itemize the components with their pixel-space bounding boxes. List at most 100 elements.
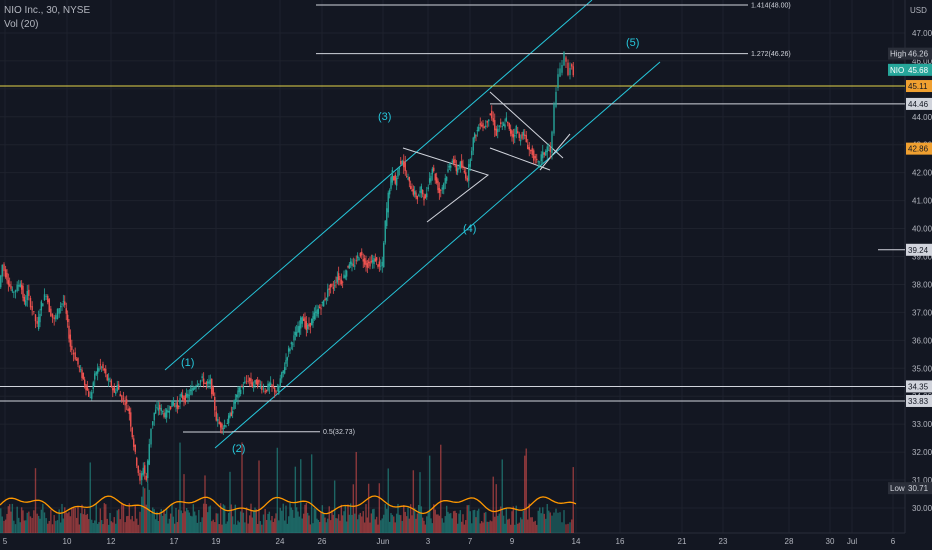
volume-bar [223,505,226,533]
candle-body [261,386,263,391]
candle-body [251,382,254,387]
volume-bar [295,507,298,533]
candle-body [393,176,395,181]
volume-bar [128,503,131,533]
volume-bar [312,523,314,533]
volume-bar [107,524,110,533]
level-tag-39-24: 39.24 [908,246,929,255]
volume-bar [352,484,355,533]
candle-body [234,399,237,404]
volume-bar [438,515,441,533]
volume-bar [137,524,139,533]
candle-body [316,309,318,317]
volume-bar [103,503,106,533]
candle-body [19,283,21,287]
candle-body [507,121,509,124]
price-tick-label: 35.00 [912,364,932,373]
volume-bar [141,496,143,533]
candle-body [505,117,508,122]
volume-bar [167,523,169,533]
volume-bar [430,518,432,533]
volume-bar [335,518,337,533]
candle-body [405,175,408,177]
candle-body [204,383,206,384]
candle-body [62,301,65,303]
volume-bar [427,511,429,533]
volume-bar [428,455,431,533]
candle-body [409,186,412,189]
candle-body [169,406,172,409]
price-tick-label: 30.00 [912,504,932,513]
candle-body [486,120,488,123]
candle-body [199,380,202,383]
volume-bar [514,524,516,533]
volume-bar [276,447,279,533]
volume-bar [267,513,269,533]
candle-body [408,176,411,182]
candle-body [88,391,90,397]
candle-body [542,151,544,159]
candle-body [56,308,59,320]
candle-body [68,325,70,339]
candle-body [205,382,208,384]
candle-body [341,281,344,283]
volume-bar [113,517,115,533]
volume-bar [378,483,381,533]
candle-body [495,128,497,136]
volume-bar [78,524,81,533]
candle-body [502,123,505,127]
volume-bar [215,513,217,533]
volume-bar [65,512,67,533]
volume-bar [10,511,12,533]
candle-body [508,122,510,129]
volume-bar [447,511,449,533]
candle-body [345,270,348,277]
candle-body [273,387,276,392]
time-axis[interactable]: 5 10 12 17 19 24 26 Jun 3 7 9 14 16 21 23 28 30 Jul 6 [3,537,896,546]
volume-bar [29,516,32,533]
candle-body [231,411,234,414]
volume-bar [384,504,386,533]
candle-body [78,366,81,368]
candle-body [533,150,535,161]
volume-bar [181,513,184,533]
candle-body [267,383,269,391]
candle-body [419,190,421,193]
volume-bar [401,520,403,533]
candle-body [531,148,533,156]
channel-lower-line [214,61,661,449]
volume-bar [53,515,55,533]
candle-body [286,357,289,361]
volume-bar [366,517,369,533]
volume-bar [549,512,551,533]
time-tick-label: 26 [318,537,327,546]
volume-bar [285,505,287,533]
volume-bar [4,519,7,533]
symbol-title[interactable]: NIO Inc., 30, NYSE [4,5,91,16]
candle-body [500,122,502,124]
candle-body [407,178,409,180]
volume-bar [192,504,195,533]
volume-indicator-label[interactable]: Vol (20) [4,19,39,30]
candle-body [0,275,2,288]
volume-bar [476,510,479,533]
volume-bar [415,518,417,533]
candle-body [94,373,96,380]
candle-body [374,258,377,262]
candle-body [469,159,471,167]
candle-body [352,264,355,266]
candle-body [378,261,381,267]
volume-bar [416,513,419,533]
candle-body [156,407,158,408]
candle-body [11,289,14,292]
candle-body [337,273,340,281]
time-tick-label: 30 [826,537,835,546]
volume-bar [471,523,473,533]
candle-body [310,318,313,326]
volume-bar [300,459,302,533]
volume-bar [55,520,57,533]
volume-bar [374,519,377,533]
candle-body [22,285,24,298]
candle-body [479,123,481,126]
